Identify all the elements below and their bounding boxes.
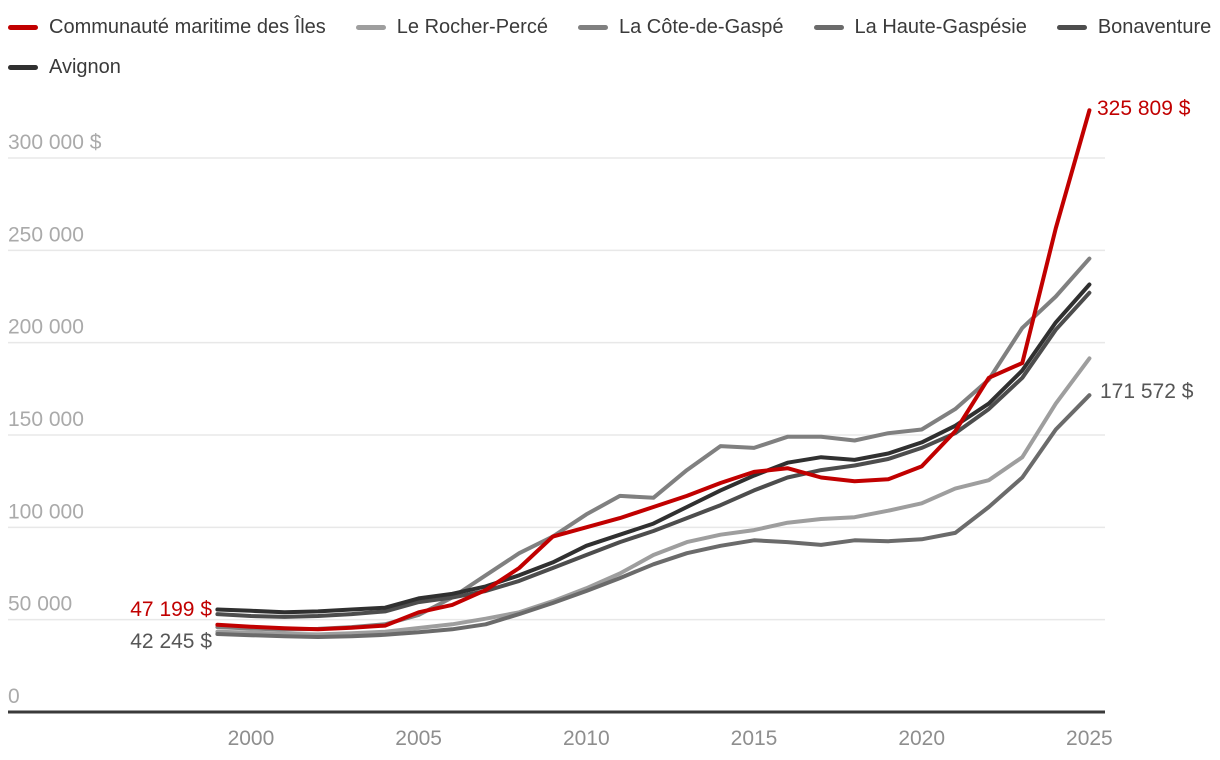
- x-tick-2000: 2000: [228, 727, 275, 750]
- legend-label: La Haute-Gaspésie: [854, 16, 1027, 38]
- legend-swatch: [813, 25, 844, 30]
- legend-item-la-haute-gaspesie: La Haute-Gaspésie: [813, 14, 1027, 41]
- series-line-communaute-maritime-des-iles: [215, 108, 1092, 632]
- annotation-start-value-secondary: 42 245 $: [130, 630, 212, 653]
- series-lines: [215, 108, 1092, 639]
- legend-item-le-rocher-perce: Le Rocher-Percé: [355, 14, 548, 41]
- legend-item-communaute-maritime-des-iles: Communauté maritime des Îles: [8, 14, 326, 41]
- legend-swatch: [355, 25, 386, 30]
- legend-item-bonaventure: Bonaventure: [1056, 14, 1212, 41]
- y-tick-200000: 200 000: [8, 316, 84, 339]
- y-tick-150000: 150 000: [8, 408, 84, 431]
- y-tick-0: 0: [8, 685, 20, 708]
- annotation-start-value-primary: 47 199 $: [130, 598, 212, 621]
- series-line-le-rocher-perce: [215, 356, 1092, 637]
- x-axis-tick-labels: 2000 2005 2010 2015 2020 2025: [228, 727, 1113, 750]
- legend-label: La Côte-de-Gaspé: [618, 16, 784, 38]
- y-tick-300000: 300 000 $: [8, 131, 102, 154]
- series-line-bonaventure: [215, 290, 1092, 619]
- x-tick-2020: 2020: [898, 727, 945, 750]
- annotation-end-value-primary: 325 809 $: [1097, 97, 1191, 120]
- x-tick-2015: 2015: [731, 727, 778, 750]
- legend-swatch: [8, 25, 38, 30]
- gridlines: [8, 157, 1105, 621]
- y-tick-100000: 100 000: [8, 500, 84, 523]
- legend-label: Communauté maritime des Îles: [49, 16, 326, 38]
- series-line-avignon: [215, 282, 1092, 615]
- annotation-end-value-secondary: 171 572 $: [1100, 380, 1194, 403]
- legend-label: Bonaventure: [1097, 16, 1212, 38]
- x-tick-2005: 2005: [395, 727, 442, 750]
- legend-label: Le Rocher-Percé: [396, 16, 548, 38]
- x-tick-2025: 2025: [1066, 727, 1113, 750]
- y-tick-250000: 250 000: [8, 223, 84, 246]
- x-tick-2010: 2010: [563, 727, 610, 750]
- y-axis-tick-labels: 300 000 $ 250 000 200 000 150 000 100 000 50 …: [8, 131, 102, 708]
- series-line-la-cote-de-gaspe: [215, 256, 1092, 632]
- legend-item-avignon: Avignon: [8, 54, 121, 81]
- legend-swatch: [1056, 25, 1087, 30]
- legend-item-la-cote-de-gaspe: La Côte-de-Gaspé: [577, 14, 784, 41]
- series-line-la-haute-gaspesie: [215, 393, 1092, 639]
- legend-label: Avignon: [49, 56, 121, 78]
- legend-swatch: [8, 65, 38, 70]
- legend-swatch: [577, 25, 608, 30]
- legend: Communauté maritime des Îles Le Rocher-Pe…: [8, 14, 1212, 81]
- y-tick-50000: 50 000: [8, 593, 72, 616]
